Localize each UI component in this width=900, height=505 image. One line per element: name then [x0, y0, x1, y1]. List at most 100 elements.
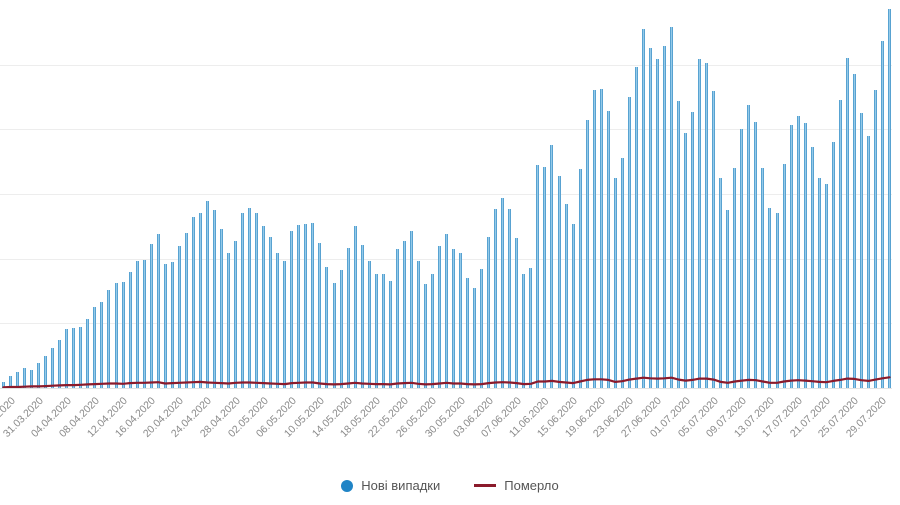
bar[interactable]	[459, 252, 463, 388]
bar[interactable]	[775, 213, 779, 388]
bar[interactable]	[65, 328, 69, 388]
bar[interactable]	[283, 261, 287, 388]
bar[interactable]	[529, 267, 533, 388]
bar[interactable]	[684, 132, 688, 388]
bar[interactable]	[58, 340, 62, 388]
bar[interactable]	[374, 273, 378, 388]
bar[interactable]	[290, 230, 294, 388]
bar[interactable]	[51, 347, 55, 388]
bar[interactable]	[409, 231, 413, 388]
bar[interactable]	[37, 362, 41, 388]
bar[interactable]	[395, 249, 399, 388]
bar[interactable]	[325, 266, 329, 388]
bar[interactable]	[515, 238, 519, 388]
bar[interactable]	[873, 89, 877, 388]
bar[interactable]	[831, 142, 835, 388]
bar[interactable]	[726, 210, 730, 388]
bar[interactable]	[852, 73, 856, 388]
bar[interactable]	[149, 244, 153, 388]
bar[interactable]	[585, 119, 589, 388]
bar[interactable]	[782, 164, 786, 388]
bar[interactable]	[262, 225, 266, 388]
bar[interactable]	[9, 375, 13, 388]
bar[interactable]	[613, 178, 617, 388]
bar[interactable]	[670, 26, 674, 388]
bar[interactable]	[219, 228, 223, 388]
bar[interactable]	[170, 262, 174, 388]
legend-item-deaths[interactable]: Померло	[474, 478, 559, 493]
bar[interactable]	[557, 175, 561, 388]
bar[interactable]	[177, 246, 181, 388]
bar[interactable]	[318, 242, 322, 388]
bar[interactable]	[641, 29, 645, 388]
bar[interactable]	[353, 226, 357, 388]
bar[interactable]	[430, 273, 434, 388]
bar[interactable]	[445, 234, 448, 388]
bar[interactable]	[304, 224, 308, 388]
bar[interactable]	[592, 90, 596, 388]
bar[interactable]	[796, 116, 800, 388]
bar[interactable]	[494, 209, 498, 388]
bar[interactable]	[803, 122, 807, 388]
bar[interactable]	[367, 260, 371, 388]
bar[interactable]	[501, 197, 505, 388]
bar[interactable]	[761, 168, 765, 388]
bar[interactable]	[198, 213, 202, 388]
bar[interactable]	[480, 269, 484, 388]
bar[interactable]	[107, 290, 111, 388]
bar[interactable]	[466, 278, 470, 388]
bar[interactable]	[880, 41, 884, 388]
bar[interactable]	[564, 203, 568, 388]
bar[interactable]	[269, 237, 273, 388]
bar[interactable]	[72, 327, 76, 388]
bar[interactable]	[241, 213, 245, 388]
bar[interactable]	[416, 260, 420, 388]
bar[interactable]	[768, 207, 772, 388]
bar[interactable]	[824, 184, 828, 388]
bar[interactable]	[655, 58, 659, 388]
bar[interactable]	[740, 129, 744, 388]
bar[interactable]	[719, 177, 723, 388]
bar[interactable]	[121, 282, 125, 388]
bar[interactable]	[2, 381, 5, 388]
bar[interactable]	[691, 112, 695, 388]
bar[interactable]	[311, 223, 315, 388]
bar[interactable]	[810, 147, 814, 388]
bar[interactable]	[30, 370, 34, 388]
bar[interactable]	[789, 125, 793, 388]
bar[interactable]	[754, 122, 758, 388]
bar[interactable]	[677, 100, 681, 388]
bar[interactable]	[184, 233, 188, 388]
bar[interactable]	[508, 209, 512, 388]
bar[interactable]	[536, 165, 540, 388]
bar[interactable]	[437, 245, 441, 388]
bar[interactable]	[156, 233, 160, 388]
bar[interactable]	[16, 372, 20, 388]
bar[interactable]	[550, 144, 554, 388]
bar[interactable]	[86, 319, 90, 388]
bar[interactable]	[838, 99, 842, 388]
bar[interactable]	[255, 213, 259, 388]
bar[interactable]	[817, 177, 821, 388]
bar[interactable]	[227, 252, 231, 388]
bar[interactable]	[93, 307, 97, 388]
bar[interactable]	[360, 245, 364, 388]
bar[interactable]	[698, 58, 702, 388]
bar[interactable]	[205, 201, 209, 388]
bar[interactable]	[388, 280, 392, 388]
bar[interactable]	[733, 168, 737, 388]
bar[interactable]	[599, 89, 603, 388]
bar[interactable]	[276, 252, 280, 388]
bar[interactable]	[332, 282, 336, 388]
bar[interactable]	[339, 269, 343, 388]
bar[interactable]	[191, 216, 195, 388]
bar[interactable]	[620, 158, 624, 388]
bar[interactable]	[346, 248, 350, 388]
bar[interactable]	[423, 284, 427, 388]
bar[interactable]	[866, 135, 870, 388]
bar[interactable]	[114, 282, 118, 388]
bar[interactable]	[606, 110, 610, 388]
bar[interactable]	[381, 273, 385, 388]
bar[interactable]	[128, 271, 132, 388]
bar[interactable]	[859, 112, 863, 388]
